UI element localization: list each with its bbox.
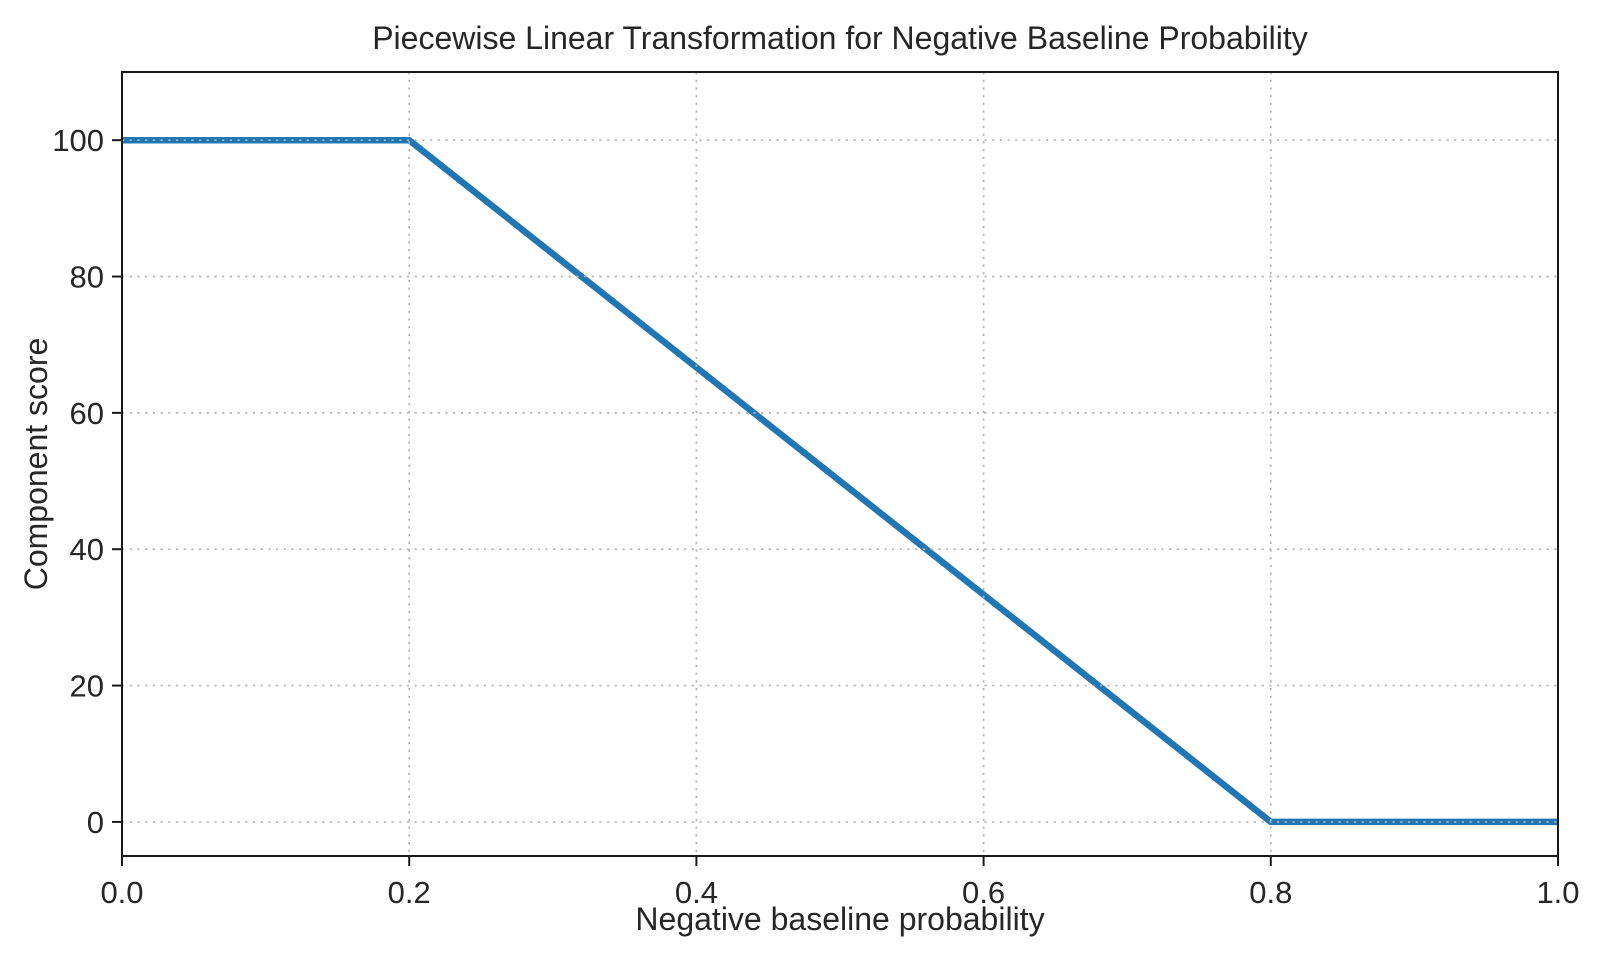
- chart-title: Piecewise Linear Transformation for Nega…: [372, 20, 1308, 56]
- y-tick-label: 20: [70, 669, 104, 704]
- x-tick-label: 0.8: [1249, 875, 1292, 910]
- y-tick-label: 100: [52, 123, 104, 158]
- x-axis-label: Negative baseline probability: [635, 901, 1044, 937]
- y-tick-label: 60: [70, 396, 104, 431]
- data-line-component-score-line: [122, 136, 1558, 826]
- x-tick-label: 0.2: [388, 875, 431, 910]
- y-tick-label: 0: [87, 805, 104, 840]
- y-tick-label: 80: [70, 260, 104, 295]
- x-tick-label: 0.6: [962, 875, 1005, 910]
- y-tick-label: 40: [70, 532, 104, 567]
- axes-box: [121, 71, 1559, 857]
- x-tick-label: 1.0: [1536, 875, 1579, 910]
- chart-layers: 0.0 0.2 0.4 0.6 0.8 1.0 0 20 40 60 80 100: [52, 71, 1580, 910]
- x-tick-label: 0.4: [675, 875, 718, 910]
- y-axis-label: Component score: [18, 338, 54, 591]
- x-tick-label: 0.0: [100, 875, 143, 910]
